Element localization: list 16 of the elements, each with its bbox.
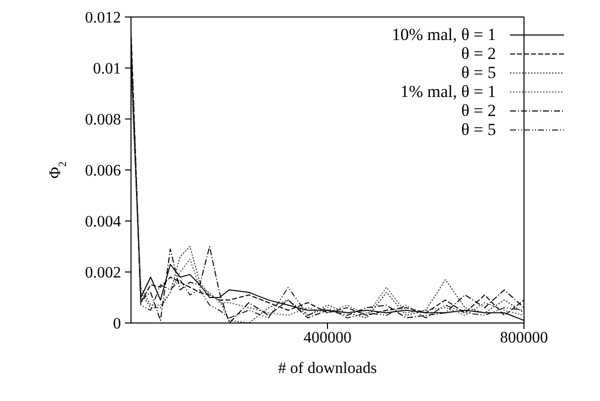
y-tick-label: 0.004 bbox=[85, 214, 121, 231]
x-tick-label: 400000 bbox=[304, 329, 352, 346]
legend-label: θ = 5 bbox=[461, 62, 496, 82]
y-tick-label: 0.006 bbox=[85, 162, 121, 180]
y-tick-label: 0.002 bbox=[85, 264, 121, 282]
legend-label: θ = 2 bbox=[461, 100, 496, 120]
y-tick-label: 0.008 bbox=[85, 112, 121, 129]
legend-label: θ = 5 bbox=[461, 120, 496, 140]
y-tick-label: 0.01 bbox=[93, 60, 121, 78]
x-tick-label: 800000 bbox=[500, 329, 548, 346]
legend-label: θ = 2 bbox=[461, 44, 496, 64]
y-tick-label: 0.012 bbox=[85, 10, 121, 27]
y-tick-label: 0 bbox=[113, 316, 121, 333]
legend-label: 1% mal, θ = 1 bbox=[400, 82, 496, 102]
legend-label: 10% mal, θ = 1 bbox=[392, 24, 496, 44]
x-axis-title: # of downloads bbox=[278, 360, 377, 377]
